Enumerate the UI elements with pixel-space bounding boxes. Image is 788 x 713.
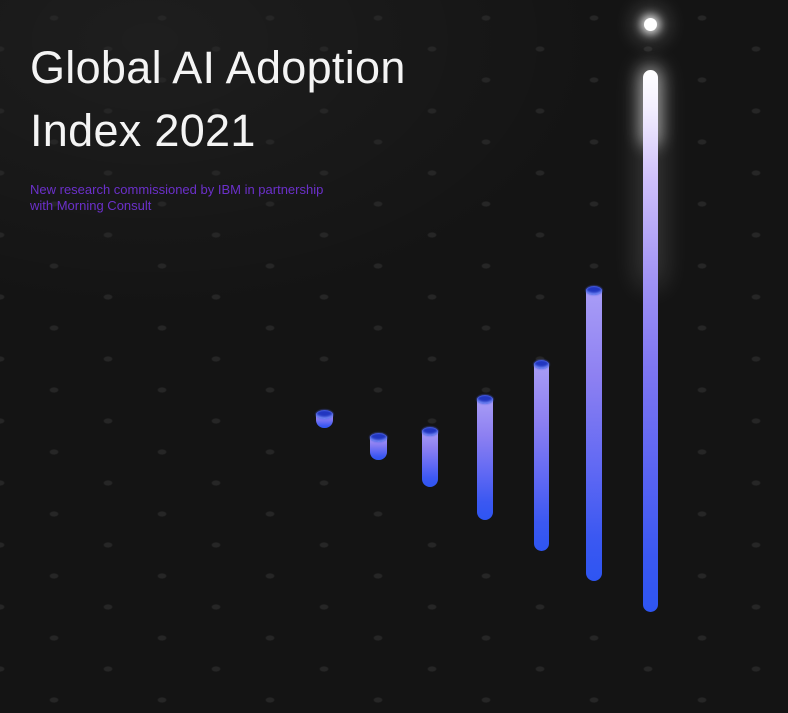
cylinder-cap xyxy=(316,410,333,419)
cylinder-body xyxy=(370,437,387,460)
cylinder-bar-6 xyxy=(586,286,602,581)
cylinder-cap xyxy=(586,286,602,295)
cylinder-body xyxy=(534,364,549,551)
cylinder-cap xyxy=(477,395,493,404)
cylinder-cap xyxy=(370,433,387,442)
cylinder-bar-1 xyxy=(316,410,333,428)
page-title-line-1: Global AI Adoption xyxy=(30,42,406,93)
cylinder-body xyxy=(643,70,658,612)
cylinder-body xyxy=(422,431,438,487)
cylinder-cap xyxy=(422,427,438,436)
cylinder-bar-5 xyxy=(534,360,549,551)
cylinder-bar-2 xyxy=(370,433,387,460)
cylinder-body xyxy=(586,290,602,581)
cylinder-cap xyxy=(534,360,549,369)
page-title-line-2: Index 2021 xyxy=(30,105,256,156)
glow-dot xyxy=(643,17,657,31)
cylinder-body xyxy=(477,399,493,520)
page-title: Global AI Adoption Index 2021 xyxy=(30,36,406,162)
cylinder-bar-7 xyxy=(643,70,658,612)
cylinder-bar-4 xyxy=(477,395,493,520)
cylinder-bar-3 xyxy=(422,427,438,487)
subtitle: New research commissioned by IBM in part… xyxy=(30,182,324,213)
